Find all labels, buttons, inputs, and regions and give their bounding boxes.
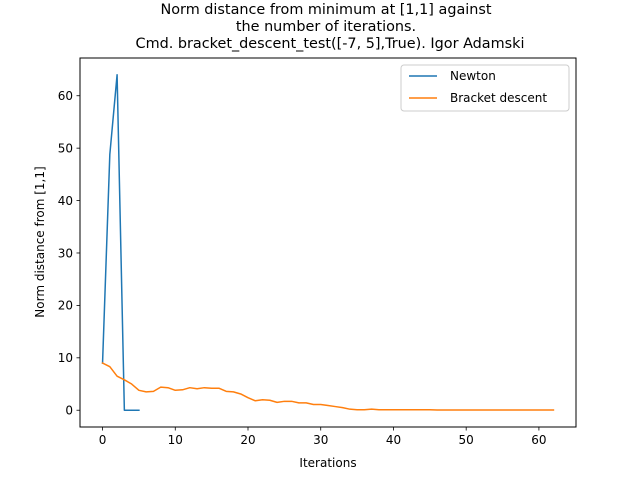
- y-tick-label: 60: [58, 89, 73, 103]
- axes-frame: [79, 57, 577, 428]
- y-axis-ticks: 0 10 20 30 40 50 60: [58, 89, 80, 418]
- x-axis-label: Iterations: [299, 456, 356, 470]
- x-axis-ticks: 0 10 20 30 40 50 60: [99, 427, 547, 447]
- legend-label-newton: Newton: [450, 69, 496, 83]
- x-tick-label: 10: [168, 433, 183, 447]
- x-tick-label: 50: [459, 433, 474, 447]
- legend-label-bracket-descent: Bracket descent: [450, 91, 547, 105]
- x-tick-label: 20: [240, 433, 255, 447]
- x-tick-label: 0: [99, 433, 107, 447]
- y-tick-label: 50: [58, 141, 73, 155]
- y-tick-label: 10: [58, 351, 73, 365]
- title-line-1: Norm distance from minimum at [1,1] agai…: [160, 2, 491, 18]
- series-lines: [101, 74, 555, 411]
- y-tick-label: 40: [58, 194, 73, 208]
- series-line-bracket-descent: [101, 362, 555, 411]
- legend-box: [400, 64, 570, 112]
- x-tick-label: 40: [386, 433, 401, 447]
- series-line-newton: [101, 74, 140, 411]
- x-tick-label: 30: [313, 433, 328, 447]
- chart-title: Norm distance from minimum at [1,1] agai…: [136, 2, 525, 52]
- legend: Newton Bracket descent: [400, 64, 570, 112]
- y-axis-label: Norm distance from [1,1]: [33, 166, 47, 317]
- y-tick-label: 0: [65, 404, 73, 418]
- y-tick-label: 20: [58, 299, 73, 313]
- title-line-3: Cmd. bracket_descent_test([-7, 5],True).…: [136, 36, 525, 52]
- y-tick-label: 30: [58, 246, 73, 260]
- x-tick-label: 60: [531, 433, 546, 447]
- title-line-2: the number of iterations.: [236, 19, 416, 35]
